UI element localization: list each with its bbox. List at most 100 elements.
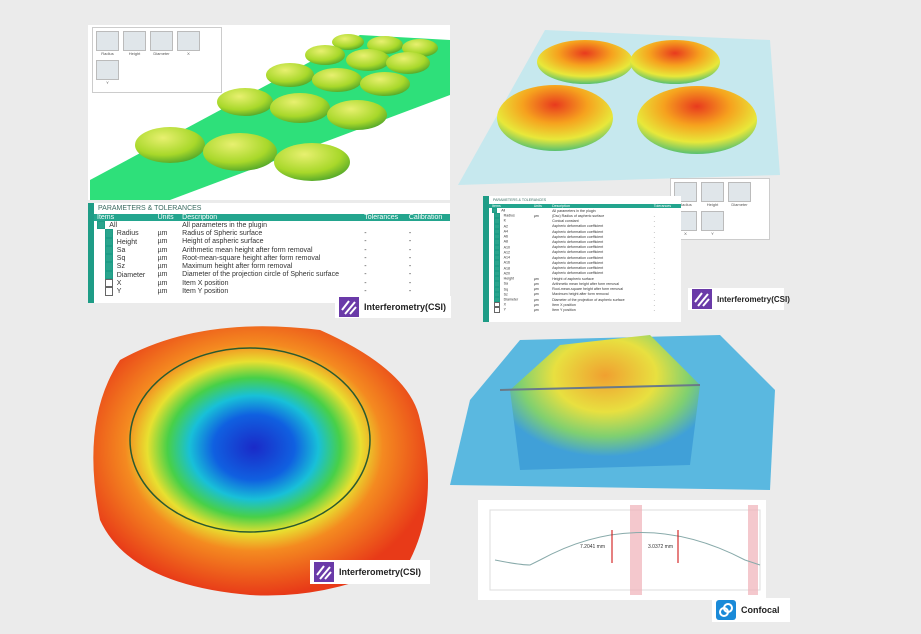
- checkbox: [494, 255, 500, 261]
- thumbnail: Radius: [96, 31, 119, 56]
- cell-text: µm: [533, 297, 539, 302]
- thumbnail: Height: [701, 182, 724, 207]
- cell-text: A10: [503, 245, 511, 250]
- cell: A16: [489, 260, 531, 266]
- thumbnail-label: X: [684, 231, 687, 236]
- checkbox: [494, 270, 500, 277]
- cell-text: Diameter: [116, 271, 146, 279]
- cell: -: [651, 292, 681, 297]
- checkbox: [494, 234, 500, 240]
- cell: Aspheric deformation coefficient: [549, 266, 651, 271]
- badge: Interferometry(CSI): [335, 296, 451, 318]
- table-row: A18 Aspheric deformation coefficient -: [489, 265, 681, 271]
- cell: Y: [489, 307, 531, 313]
- cell-text: -: [408, 254, 412, 262]
- surface-map: [93, 326, 428, 596]
- cell-text: µm: [157, 263, 168, 271]
- cell-text: Item X position: [182, 279, 229, 287]
- cell: All parameters in the plugin: [549, 208, 651, 213]
- cell: A20: [489, 270, 531, 277]
- cell: All: [489, 208, 531, 214]
- cell-text: -: [653, 276, 655, 281]
- cell-text: Y: [503, 308, 507, 313]
- table-row: A6 Aspheric deformation coefficient -: [489, 234, 681, 240]
- table-row: Sa µm Arithmetic mean height after form re…: [94, 245, 450, 255]
- cell-text: -: [653, 271, 655, 276]
- cell: µm: [531, 213, 549, 218]
- cell: Item Y position: [179, 287, 361, 295]
- domes: [135, 34, 438, 181]
- cell: -: [651, 245, 681, 250]
- cell: Item X position: [549, 302, 651, 307]
- thumbnails: Radius Height Diameter X Y: [92, 27, 222, 93]
- cell: Maximum height after form removal: [549, 292, 651, 297]
- cell: [155, 221, 180, 229]
- cell: -: [651, 302, 681, 307]
- cell-text: -: [364, 229, 367, 237]
- cell: Height: [489, 276, 531, 282]
- thumbnails: Radius Height Diameter X Y: [670, 178, 770, 240]
- cell: X: [94, 279, 155, 288]
- column-header: Tolerances: [361, 214, 406, 221]
- cell-text: Aspheric deformation coefficient: [552, 255, 604, 260]
- cell-text: -: [653, 287, 655, 292]
- cell: Radius: [489, 213, 531, 219]
- checkbox: [494, 296, 500, 303]
- thumbnail-image: [701, 211, 724, 231]
- table-row: Sq µm Root-mean-square height after form r…: [94, 254, 450, 263]
- cell-text: Sz: [503, 292, 508, 297]
- cell: -: [361, 246, 406, 254]
- cell-text: -: [364, 254, 367, 262]
- cell-text: -: [408, 288, 412, 296]
- cell-text: Aspheric deformation coefficient: [552, 260, 604, 265]
- checkbox: [104, 237, 113, 246]
- cell-text: Aspheric deformation coefficient: [552, 271, 604, 276]
- thumbnail: Diameter: [150, 31, 173, 56]
- table-row: Height µm Height of aspheric surface -: [489, 276, 681, 282]
- cell-text: A20: [503, 271, 511, 276]
- cell: µm: [531, 287, 549, 292]
- cell-text: Radius: [116, 230, 139, 238]
- cell-text: µm: [533, 287, 539, 292]
- cell: -: [651, 287, 681, 292]
- cell: µm: [531, 307, 549, 312]
- cell: -: [406, 271, 450, 279]
- table-row: Sz µm Maximum height after form removal -: [489, 291, 681, 297]
- table-row: Diameter µm Diameter of the projection cir…: [94, 270, 450, 280]
- cell-text: -: [408, 271, 412, 279]
- checkbox: [494, 239, 500, 245]
- column-header: Items: [94, 214, 155, 221]
- cell: Height of aspheric surface: [549, 276, 651, 281]
- cell: -: [651, 307, 681, 312]
- thumbnail-label: Height: [706, 202, 719, 207]
- cell-text: µm: [533, 302, 539, 307]
- cell: -: [361, 271, 406, 279]
- checkbox: [97, 221, 106, 230]
- cell: µm: [531, 292, 549, 297]
- cell: µm: [531, 281, 549, 286]
- cell-text: -: [653, 266, 655, 271]
- cell-text: Arithmetic mean height after form remova…: [182, 246, 313, 254]
- cell: µm: [531, 297, 549, 302]
- cell: µm: [155, 262, 180, 270]
- cell-text: µm: [157, 238, 168, 246]
- thumbnail-image: [177, 31, 200, 51]
- cell-text: A8: [503, 239, 509, 244]
- checkbox: [494, 281, 500, 287]
- checkbox: [104, 270, 113, 280]
- cell: K: [489, 218, 531, 224]
- cell-text: Item Y position: [182, 288, 229, 296]
- checkbox: [494, 244, 500, 250]
- cell-text: -: [653, 297, 655, 302]
- cell-text: Aspheric deformation coefficient: [552, 224, 604, 229]
- column-header: Items: [489, 204, 531, 208]
- cell: -: [406, 279, 450, 287]
- thumbnail-label: Y: [711, 231, 714, 236]
- cell: Aspheric deformation coefficient: [549, 224, 651, 229]
- cell-text: Root-mean-square height after form remov…: [552, 287, 623, 292]
- thumbnail: Y: [701, 211, 724, 236]
- table-row: A16 Aspheric deformation coefficient -: [489, 260, 681, 266]
- profile-label: 3.0372 mm: [648, 544, 673, 550]
- table-row: Sq µm Root-mean-square height after form r…: [489, 286, 681, 292]
